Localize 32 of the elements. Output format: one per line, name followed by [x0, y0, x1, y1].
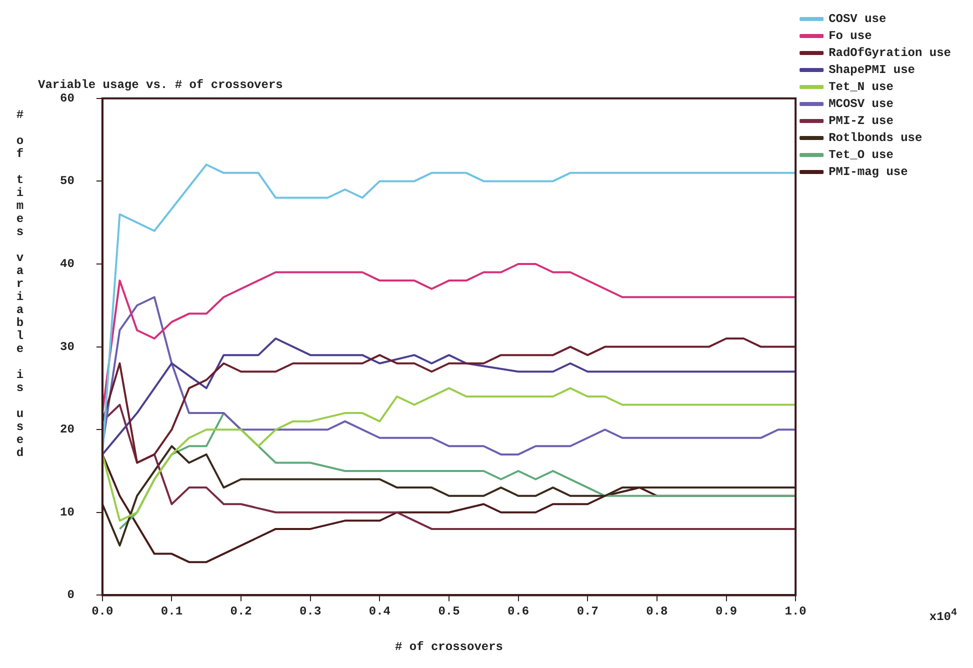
y-tick-label: 50 [60, 174, 74, 188]
legend-label: Rotlbonds use [828, 131, 922, 146]
legend-label: MCOSV use [828, 97, 894, 112]
legend-label: Fo use [828, 29, 872, 44]
x-tick-label: 0.0 [92, 604, 114, 618]
x-tick-label: 0.2 [230, 604, 252, 618]
text: x10$^{4}$ [929, 608, 957, 624]
x-tick-label: 0.5 [438, 604, 460, 618]
x-tick-label: 0.8 [646, 604, 668, 618]
y-tick-label: 30 [60, 340, 74, 354]
x-tick-label: 0.3 [300, 604, 322, 618]
x-tick-label: 0.1 [160, 604, 183, 618]
y-tick-label: 20 [60, 422, 74, 437]
chart-title: Variable usage vs. # of crossovers [38, 78, 283, 92]
x-tick-label: 0.9 [715, 604, 738, 618]
x-tick-label: 1.0 [784, 604, 806, 618]
legend-label: COSV use [828, 12, 886, 26]
legend-label: Tet_N use [828, 80, 894, 94]
y-tick-label: 0 [67, 588, 74, 602]
y-tick-label: 60 [60, 91, 74, 106]
x-tick-label: 0.4 [368, 604, 390, 618]
y-tick-label: 10 [60, 505, 74, 520]
legend-label: Tet_O use [828, 148, 894, 162]
legend-label: RadOfGyration use [828, 46, 951, 60]
legend-label: PMI-Z use [828, 114, 894, 128]
x-tick-label: 0.7 [576, 604, 598, 618]
legend-label: PMI-mag use [828, 165, 908, 180]
y-tick-label: 40 [60, 257, 74, 272]
x-tick-label: 0.6 [508, 604, 530, 618]
x-axis-title: # of crossovers [394, 640, 504, 654]
legend-label: ShapePMI use [828, 63, 915, 78]
y-axis-title: # of times variable is used [12, 108, 28, 461]
